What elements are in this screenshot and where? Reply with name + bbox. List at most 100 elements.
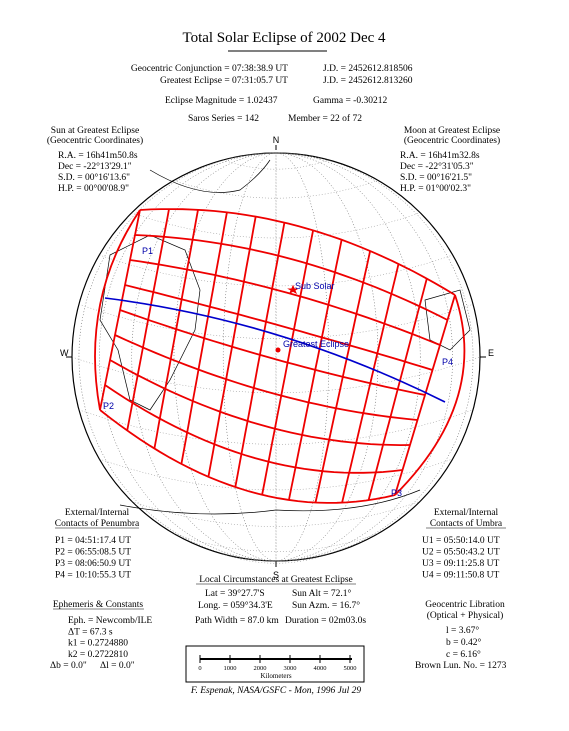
scale-label: 3000 — [284, 665, 297, 672]
central-path — [104, 297, 446, 403]
info-line: ΔT = 67.3 s — [68, 627, 113, 637]
eclipse-grid — [109, 359, 411, 447]
info-line: U2 = 05:50:43.2 UT — [422, 548, 500, 558]
map-label: P2 — [103, 401, 114, 411]
sun-title: Sun at Greatest Eclipse — [51, 126, 139, 136]
moon-title: Moon at Greatest Eclipse — [404, 126, 500, 136]
ephemeris-title: Ephemeris & Constants — [53, 600, 144, 610]
info-line: U3 = 09:11:25.8 UT — [422, 559, 500, 569]
meridian — [78, 152, 474, 562]
sun-subtitle: (Geocentric Coordinates) — [47, 135, 143, 146]
eclipse-grid — [126, 208, 170, 431]
title: Total Solar Eclipse of 2002 Dec 4 — [182, 30, 386, 46]
info-line: Dec = -22°31'05.3" — [400, 161, 474, 172]
info-line: P4 = 10:10:55.3 UT — [55, 571, 131, 581]
eclipse-grid — [153, 209, 199, 449]
info-line: R.A. = 16h41m50.8s — [58, 151, 138, 161]
local-path-width: Path Width = 87.0 km — [195, 616, 279, 626]
eclipse-grid — [394, 294, 456, 496]
local-title: Local Circumstances at Greatest Eclipse — [199, 575, 353, 585]
greatest-jd: J.D. = 2452612.813260 — [323, 76, 413, 86]
scale-unit: Kilometers — [260, 672, 291, 680]
eclipse-grid — [139, 208, 456, 296]
eclipse-grid — [207, 216, 257, 477]
magnitude: Eclipse Magnitude = 1.02437 — [165, 96, 278, 106]
moon-subtitle: (Geocentric Coordinates) — [404, 135, 500, 146]
info-line: b = 0.42° — [446, 637, 481, 648]
libration-brown: Brown Lun. No. = 1273 — [415, 661, 507, 671]
info-line: l = 3.67° — [446, 625, 479, 636]
scale-label: 4000 — [314, 665, 327, 672]
eclipse-grid — [234, 222, 286, 488]
local-sun-alt: Sun Alt = 72.1° — [292, 588, 352, 599]
eclipse-grid — [341, 263, 400, 503]
eclipse-grid — [314, 250, 371, 503]
eclipse-limit — [94, 209, 141, 411]
map-label: Sub Solar — [295, 281, 335, 291]
parallel — [131, 501, 421, 527]
globe — [66, 145, 486, 567]
info-line: U4 = 09:11:50.8 UT — [422, 571, 500, 581]
info-line: H.P. = 00°00'08.9" — [58, 183, 129, 194]
scale-label: 0 — [198, 665, 201, 672]
info-line: Dec = -22°13'29.1" — [58, 161, 132, 172]
eclipse-grid — [104, 384, 403, 474]
info-line: S.D. = 00°16'13.6" — [58, 172, 130, 183]
sub-solar — [287, 284, 299, 295]
eclipse-grid — [367, 278, 428, 501]
parallel — [71, 356, 481, 393]
info-line: U1 = 05:50:14.0 UT — [422, 536, 500, 546]
parallel — [131, 212, 421, 239]
eclipse-grid — [99, 209, 141, 411]
penumbra-subtitle: Contacts of Penumbra — [55, 518, 140, 529]
meridian — [99, 152, 453, 562]
umbra-title: External/Internal — [434, 508, 499, 518]
eclipse-grid — [119, 309, 426, 396]
ephemeris-dl: Δl = 0.0" — [100, 661, 135, 671]
eclipse-grid — [261, 230, 314, 495]
eclipse-grid — [124, 284, 433, 371]
libration-title: Geocentric Libration — [425, 600, 505, 610]
umbra-subtitle: Contacts of Umbra — [430, 518, 503, 529]
scale-box — [185, 645, 365, 683]
saros: Saros Series = 142 — [188, 114, 259, 124]
conjunction-jd: J.D. = 2452612.818506 — [323, 64, 413, 74]
info-line: R.A. = 16h41m32.8s — [400, 151, 480, 161]
local-sun-azm: Sun Azm. = 16.7° — [292, 600, 360, 611]
local-lat: Lat = 39°27.7'S — [205, 588, 265, 599]
north-label: N — [273, 135, 280, 145]
info-line: P2 = 06:55:08.5 UT — [55, 548, 131, 558]
footer: F. Espenak, NASA/GSFC - Mon, 1996 Jul 29 — [190, 686, 362, 696]
meridian — [173, 152, 379, 562]
scale-label: 5000 — [344, 665, 357, 672]
member: Member = 22 of 72 — [288, 113, 362, 124]
eclipse-grid — [288, 239, 343, 501]
map-label: P3 — [391, 488, 402, 498]
eclipse-grid — [114, 334, 418, 421]
continent — [149, 159, 271, 193]
meridian — [131, 152, 421, 562]
west-label: W — [60, 348, 69, 358]
parallel — [99, 458, 453, 491]
info-line: Eph. = Newcomb/ILE — [68, 616, 152, 626]
greatest: Greatest Eclipse = 07:31:05.7 UT — [160, 76, 288, 86]
info-line: P3 = 08:06:50.9 UT — [55, 559, 131, 569]
eclipse-grid — [134, 234, 448, 321]
local-duration: Duration = 02m03.0s — [285, 616, 366, 626]
parallel — [99, 254, 453, 287]
south-label: S — [273, 570, 279, 580]
info-line: P1 = 04:51:17.4 UT — [55, 536, 131, 546]
libration-subtitle: (Optical + Physical) — [427, 610, 504, 621]
info-line: S.D. = 00°16'21.5" — [400, 172, 472, 183]
info-line: c = 6.16° — [446, 649, 481, 660]
info-line: k1 = 0.2724880 — [68, 639, 128, 649]
continent — [424, 289, 471, 351]
eclipse-limit — [394, 294, 466, 496]
map-label: Greatest Eclipse — [283, 339, 349, 349]
eclipse-grid — [99, 409, 396, 504]
continent — [99, 234, 201, 411]
eclipse-grid — [129, 259, 441, 346]
scale-label: 1000 — [224, 665, 237, 672]
info-line: H.P. = 01°00'02.3" — [400, 183, 471, 194]
